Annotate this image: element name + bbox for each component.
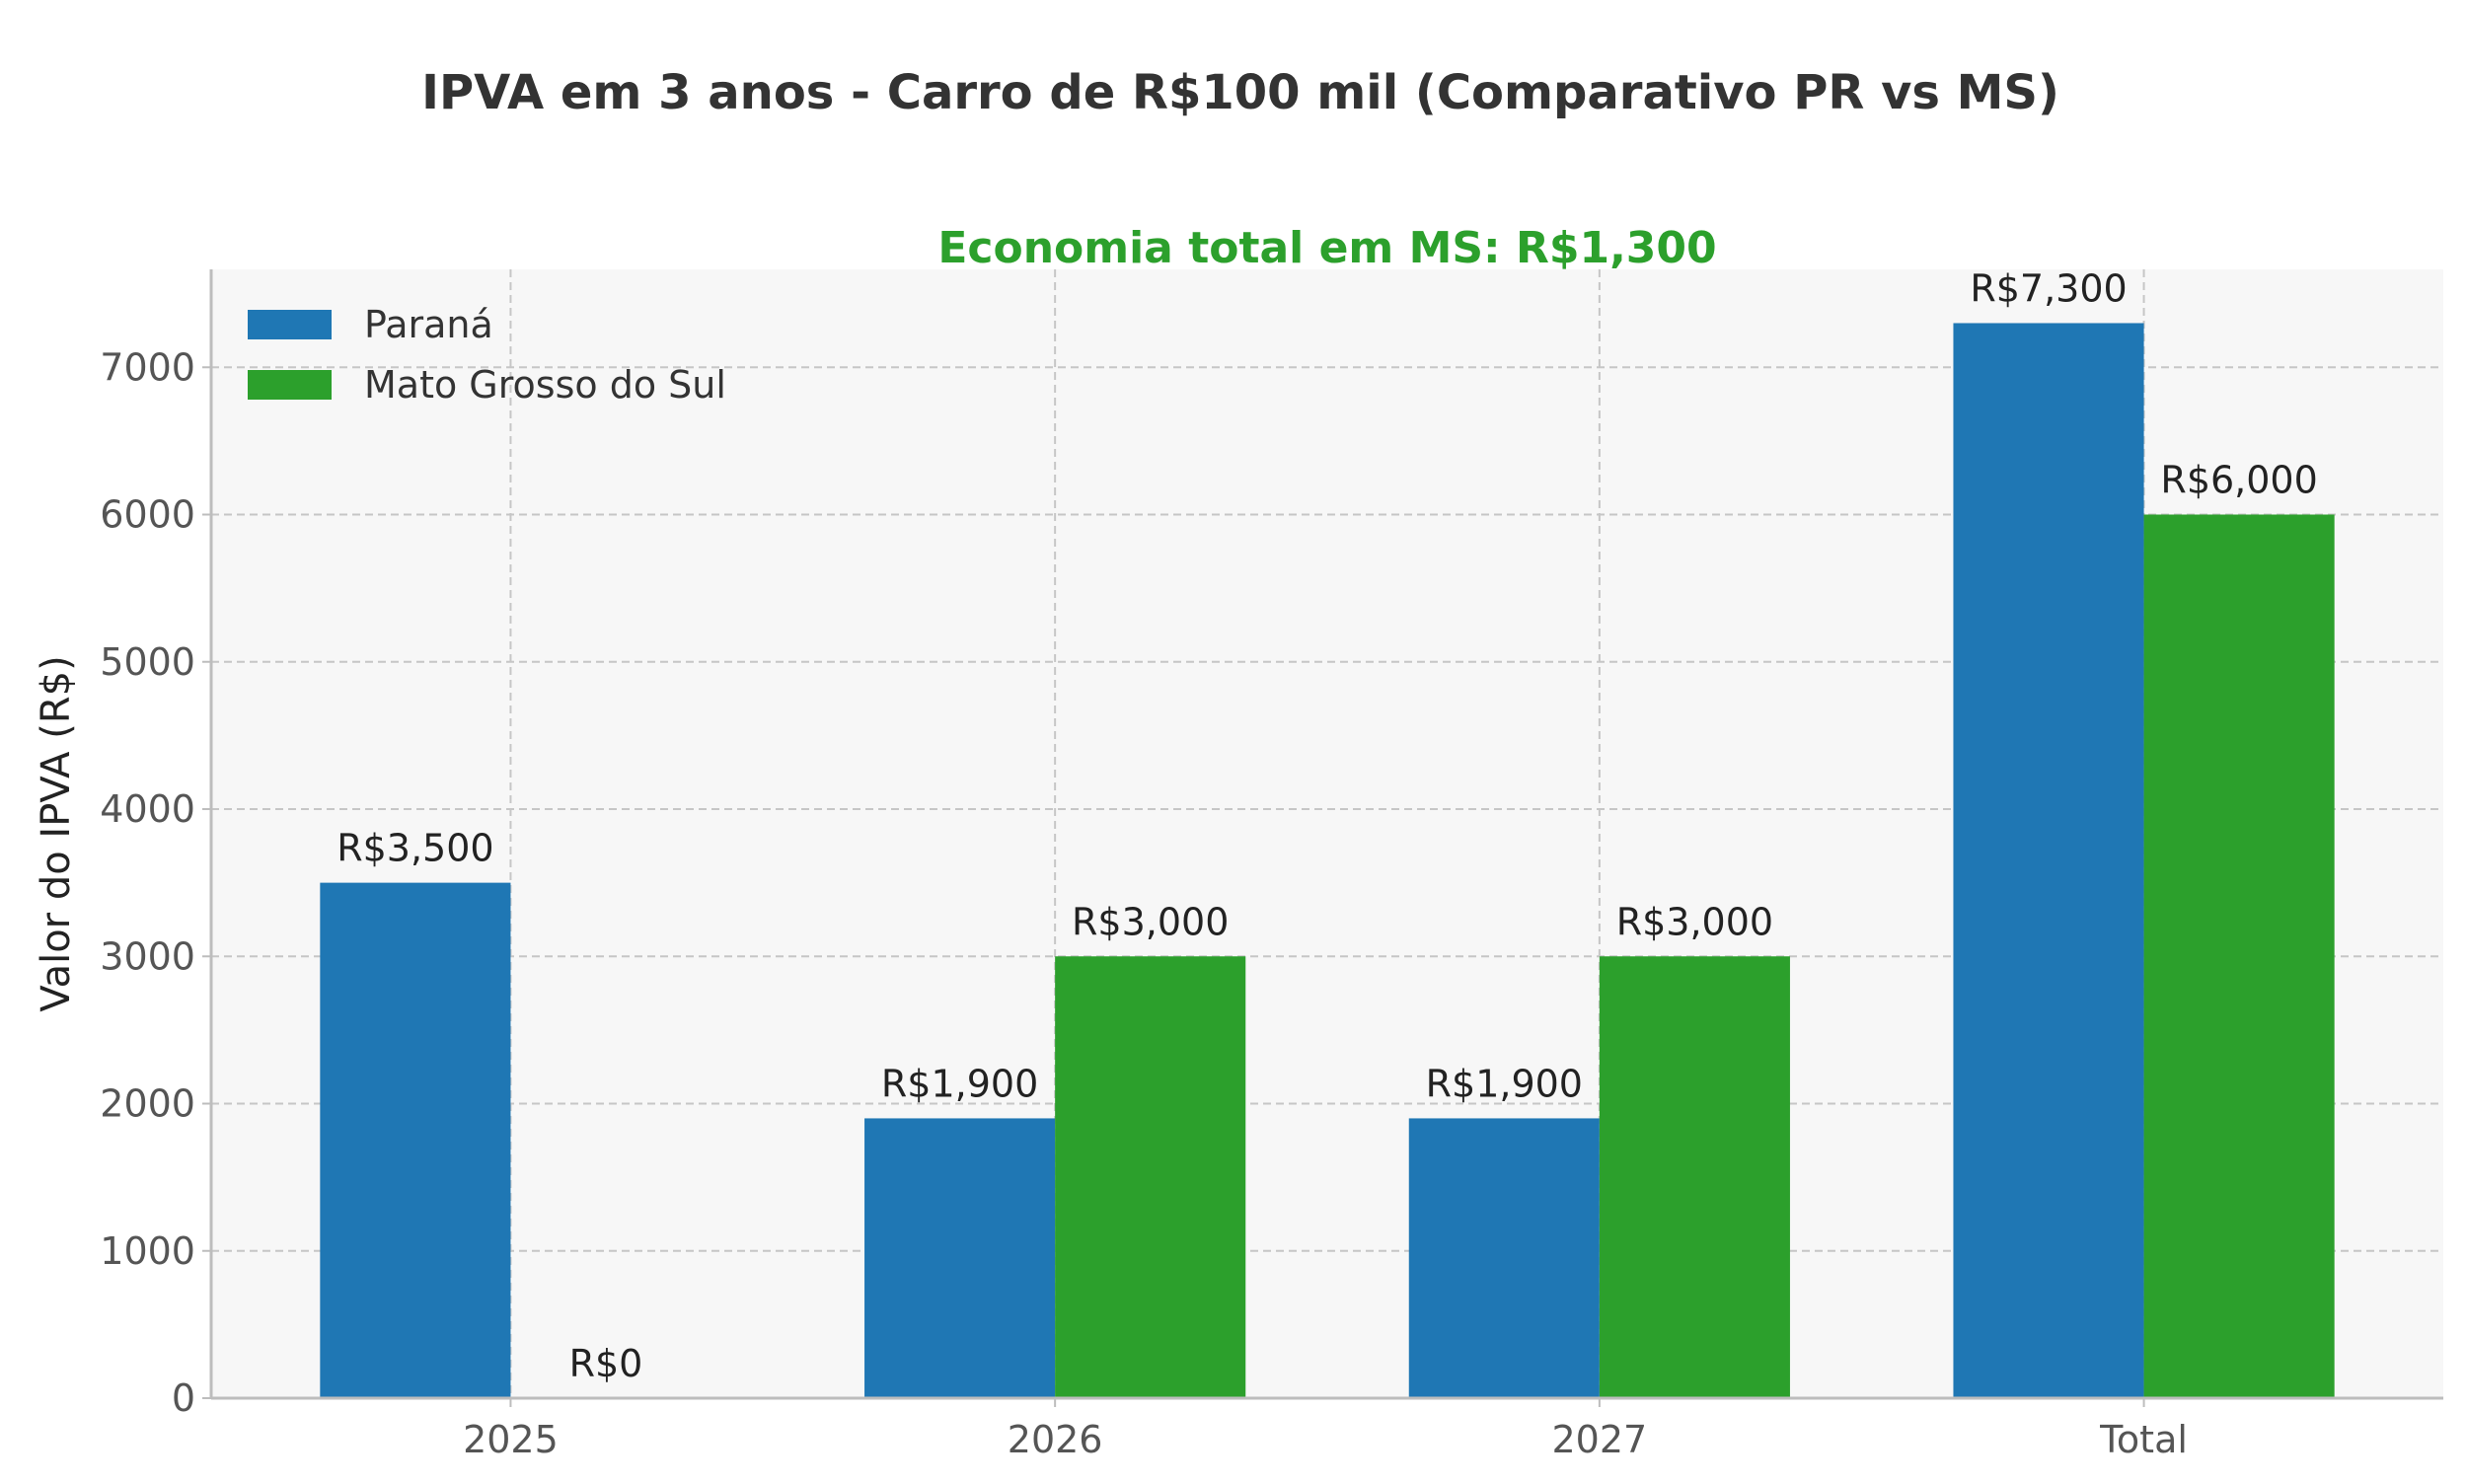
bar-value-label: R$3,000 (1072, 900, 1229, 943)
bar-value-label: R$1,900 (1426, 1062, 1583, 1105)
chart-subtitle: Economia total em MS: R$1,300 (937, 223, 1716, 273)
x-tick-labels: 2025 2026 2027 Total (463, 1398, 2188, 1461)
y-tick-label: 1000 (100, 1229, 195, 1273)
y-tick-label: 3000 (100, 934, 195, 978)
chart-title: IPVA em 3 anos - Carro de R$100 mil (Com… (421, 65, 2059, 120)
bar-value-label: R$1,900 (881, 1062, 1038, 1105)
legend-label-parana: Paraná (364, 303, 493, 346)
bar-parana-2027 (1408, 1118, 1600, 1398)
legend: Paraná Mato Grosso do Sul (248, 303, 726, 407)
bar-parana-total (1953, 323, 2144, 1398)
bar-value-label: R$0 (569, 1342, 643, 1385)
bar-value-labels: R$3,500 R$1,900 R$1,900 R$7,300 R$0 R$3,000 R$… (336, 266, 2318, 1385)
bar-mato-grosso-do-sul-2027 (1599, 956, 1790, 1398)
bar-value-label: R$7,300 (1970, 266, 2127, 310)
x-tick-label: Total (2099, 1418, 2188, 1461)
y-tick-labels: 0 1000 2000 3000 4000 5000 6000 7000 (100, 345, 211, 1420)
x-tick-label: 2025 (463, 1418, 559, 1461)
legend-label-mato-grosso-do-sul: Mato Grosso do Sul (364, 363, 726, 407)
y-axis-label: Valor do IPVA (R$) (34, 655, 79, 1011)
x-tick-label: 2027 (1551, 1418, 1647, 1461)
bar-value-label: R$3,500 (336, 827, 493, 870)
bars (320, 323, 2335, 1398)
legend-swatch-mato-grosso-do-sul (248, 370, 332, 400)
y-tick-label: 0 (172, 1376, 195, 1420)
bar-value-label: R$3,000 (1616, 900, 1773, 943)
y-tick-label: 7000 (100, 345, 195, 389)
y-tick-label: 2000 (100, 1082, 195, 1126)
y-tick-label: 5000 (100, 640, 195, 684)
y-tick-label: 4000 (100, 787, 195, 831)
bar-mato-grosso-do-sul-total (2143, 514, 2335, 1398)
y-tick-label: 6000 (100, 493, 195, 537)
bar-value-label: R$6,000 (2160, 459, 2317, 502)
x-tick-label: 2026 (1008, 1418, 1103, 1461)
bar-parana-2026 (864, 1118, 1056, 1398)
legend-swatch-parana (248, 310, 332, 339)
bar-mato-grosso-do-sul-2026 (1055, 956, 1246, 1398)
bar-parana-2025 (320, 882, 511, 1398)
